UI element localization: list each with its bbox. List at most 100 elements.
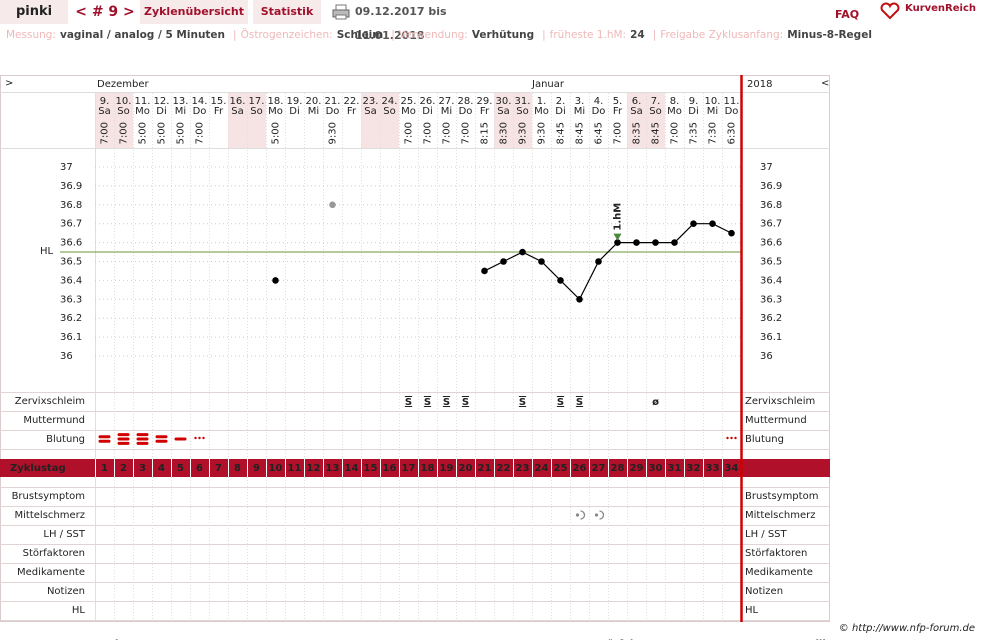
logo[interactable]: KurvenReich <box>905 3 977 14</box>
weekday: Di <box>289 106 299 117</box>
measure-time: 8:15 <box>480 122 491 144</box>
measure-time: 9:30 <box>537 122 548 144</box>
row-label: LH / SST <box>745 529 788 540</box>
weekend-shade <box>361 93 380 148</box>
row-label: HL <box>72 605 86 616</box>
weekday: Mi <box>574 106 585 117</box>
weekday: Fr <box>480 106 490 117</box>
row-label: Störfaktoren <box>745 548 807 559</box>
cycle-day: 10 <box>269 463 283 474</box>
weekday: Fr <box>613 106 623 117</box>
bleeding-bar <box>117 433 130 437</box>
row-label: Mittelschmerz <box>15 510 85 521</box>
day-number: 25. <box>401 96 417 107</box>
day-number: 3. <box>575 96 585 107</box>
measure-time: 7:00 <box>670 122 681 144</box>
first-high-label: 1.hM <box>613 203 624 231</box>
bleeding-mark <box>98 435 111 443</box>
weekday: So <box>516 106 528 117</box>
top-bar: pinki < # 9 > Zyklenübersicht Statistik … <box>0 0 981 42</box>
measure-time: 7:00 <box>613 122 624 144</box>
tab[interactable]: Statistik <box>253 0 321 24</box>
y-tick-label: 36.4 <box>60 275 82 286</box>
user: pinki <box>0 0 68 24</box>
cycle-day: 28 <box>611 463 625 474</box>
row-label: Zervixschleim <box>745 396 815 407</box>
logo-icon <box>880 2 900 20</box>
weekday: Mi <box>308 106 319 117</box>
weekend-shade <box>646 93 665 148</box>
spot-dot <box>726 436 729 440</box>
temperature-point <box>652 239 659 246</box>
day-number: 23. <box>363 96 379 107</box>
day-number: 17. <box>249 96 265 107</box>
measure-time: 8:45 <box>575 122 586 144</box>
cycle-day: 25 <box>554 463 568 474</box>
spot-dot <box>198 436 201 440</box>
day-number: 19. <box>287 96 303 107</box>
weekday: So <box>383 106 395 117</box>
separator: | <box>542 29 546 41</box>
weekday: Di <box>156 106 166 117</box>
weekend-shade <box>247 93 266 148</box>
weekday: Sa <box>98 106 110 117</box>
separator: | <box>652 29 657 41</box>
cycle-day: 11 <box>288 463 302 474</box>
bleeding-bar <box>117 441 130 445</box>
temperature-point <box>329 201 336 209</box>
tab[interactable]: Zyklenübersicht <box>140 0 248 24</box>
weekday: Sa <box>497 106 509 117</box>
symptom-mark: S <box>405 397 412 408</box>
temperature-point <box>595 258 602 265</box>
day-number: 11. <box>724 96 740 107</box>
day-number: 31. <box>515 96 531 107</box>
bleeding-mark <box>155 435 168 443</box>
weekday: Mo <box>534 106 549 117</box>
weekday: Mo <box>135 106 150 117</box>
cycle-nav[interactable]: < # 9 > <box>75 4 135 20</box>
y-tick-label: 36.1 <box>760 332 782 343</box>
faq-link[interactable]: FAQ <box>834 8 860 21</box>
measure-time: 7:00 <box>461 122 472 144</box>
year-label: 2018 <box>747 79 772 90</box>
row-label: LH / SST <box>43 529 86 540</box>
day-number: 4. <box>594 96 604 107</box>
cycle-day: 19 <box>440 463 454 474</box>
row-label: Medikamente <box>17 567 85 578</box>
temperature-point <box>576 296 583 303</box>
day-number: 22. <box>344 96 360 107</box>
temperature-point <box>728 229 735 237</box>
cycle-day: 20 <box>459 463 473 474</box>
day-number: 9. <box>100 96 110 107</box>
nav-right: < <box>821 78 829 89</box>
measure-time: 5:00 <box>157 122 168 144</box>
cycle-day: 22 <box>497 463 511 474</box>
bleeding-mark <box>174 437 187 441</box>
cycle-day: 24 <box>535 463 549 474</box>
printer-icon[interactable] <box>332 4 350 20</box>
row-label: Notizen <box>47 586 85 597</box>
weekday: Do <box>459 106 473 117</box>
y-tick-label: 37 <box>760 162 773 173</box>
day-number: 6. <box>632 96 642 107</box>
row-label: Medikamente <box>745 567 813 578</box>
weekday: Sa <box>630 106 642 117</box>
spot-dot <box>730 436 733 440</box>
symptom-mark: S <box>519 397 526 408</box>
measure-time: 7:00 <box>100 122 111 144</box>
day-number: 10. <box>705 96 721 107</box>
cycle-day: 16 <box>383 463 397 474</box>
temperature-point <box>272 277 279 284</box>
y-tick-label: 36 <box>60 351 73 362</box>
weekday: Sa <box>231 106 243 117</box>
first-high-marker <box>613 233 622 241</box>
icon-dot <box>594 513 599 517</box>
measure-time: 5:00 <box>176 122 187 144</box>
weekend-shade <box>114 93 133 148</box>
day-number: 10. <box>116 96 132 107</box>
weekend-shade <box>627 93 646 148</box>
bleeding-mark <box>117 433 130 445</box>
bleeding-mark <box>136 433 149 445</box>
cycle-day: 4 <box>158 463 165 474</box>
temperature-point <box>614 239 621 246</box>
